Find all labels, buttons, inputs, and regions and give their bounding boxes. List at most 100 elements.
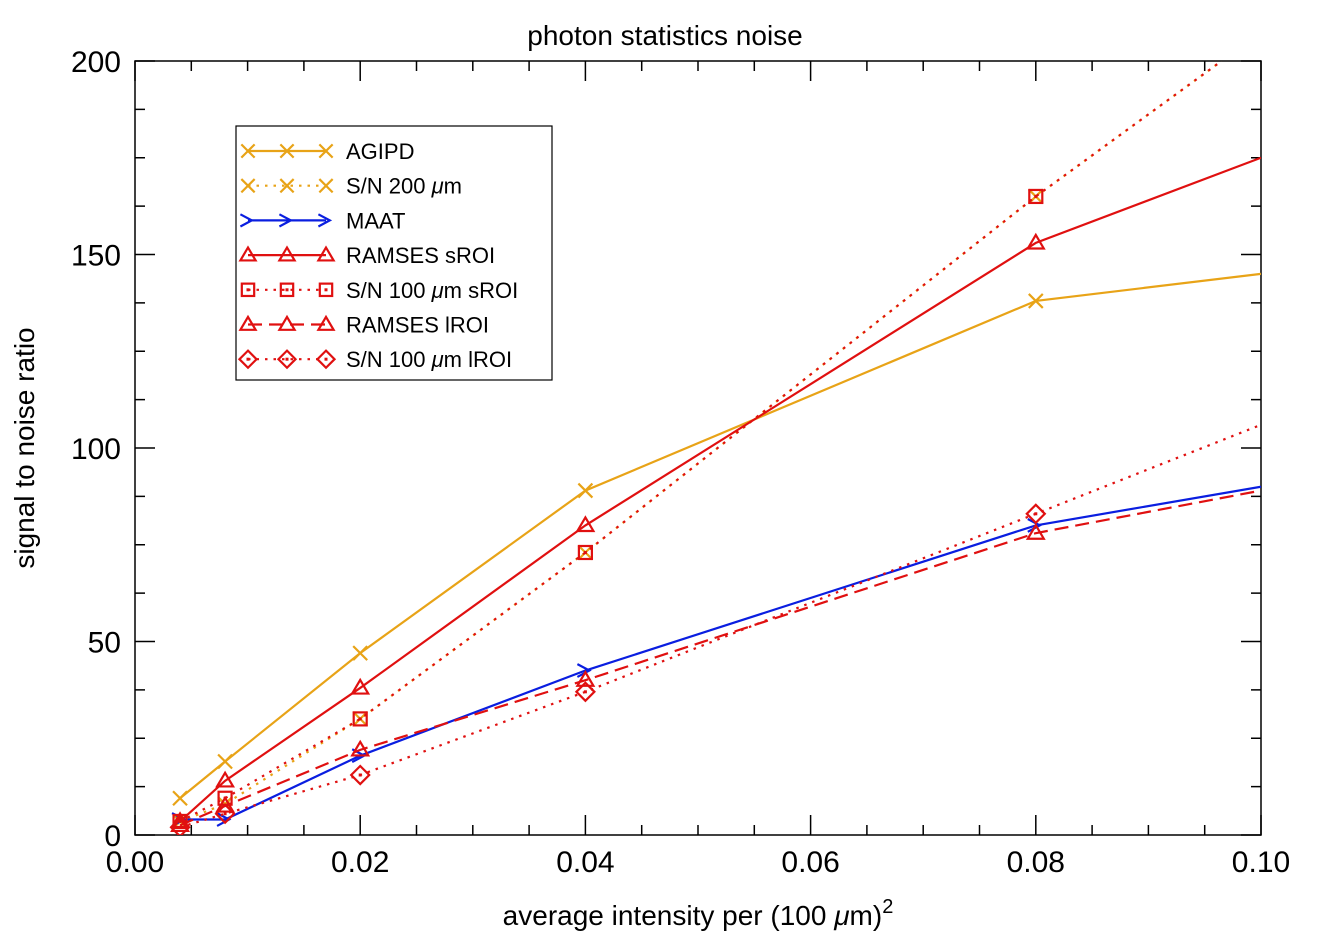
- triangle-marker: [238, 314, 258, 331]
- square-marker: [1028, 188, 1044, 205]
- chart-title: photon statistics noise: [527, 20, 803, 51]
- series-line: [179, 423, 1261, 829]
- diamond-marker: [1025, 503, 1047, 525]
- legend: AGIPD S/N 200 μm MAAT RAMSES sROI S/N 100 μm…: [235, 125, 553, 381]
- x-axis-label: average intensity per (100 μm)2: [503, 896, 894, 931]
- legend-item: RAMSES lROI: [238, 313, 489, 338]
- x-tick-labels: 0.00 0.02 0.04 0.06 0.08 0.10: [106, 846, 1290, 879]
- square-marker: [240, 282, 256, 298]
- legend-label: S/N 100 μm sROI: [346, 278, 518, 303]
- square-marker: [279, 282, 295, 298]
- legend-item: RAMSES sROI: [238, 243, 495, 268]
- diamond-marker-dot: [223, 812, 227, 816]
- diamond-marker-dot: [324, 357, 328, 361]
- series-line: [179, 156, 1261, 823]
- triangle-marker: [170, 815, 190, 833]
- triangle-marker: [1025, 522, 1046, 540]
- arrow-marker: [239, 213, 255, 228]
- legend-label: MAAT: [346, 208, 405, 233]
- x-tick-label: 0.04: [556, 846, 614, 879]
- arrow-marker: [1027, 518, 1043, 533]
- legend-item: S/N 100 μm lROI: [237, 347, 512, 372]
- x-marker: [318, 143, 334, 159]
- x-tick-label: 0.06: [781, 846, 839, 879]
- x-marker: [279, 178, 295, 194]
- arrow-marker: [278, 213, 294, 228]
- diamond-marker: [315, 349, 337, 370]
- y-axis-label: signal to noise ratio: [9, 327, 40, 568]
- diamond-marker-dot: [1034, 512, 1038, 516]
- series-0: [172, 272, 1261, 807]
- series-6: [169, 423, 1261, 835]
- x-marker: [217, 753, 233, 770]
- square-marker: [352, 711, 368, 727]
- diamond-marker-dot: [358, 773, 362, 777]
- y-tick-label: 200: [71, 46, 121, 79]
- x-marker: [240, 178, 256, 194]
- y-tick-label: 50: [88, 627, 121, 660]
- x-marker: [352, 645, 368, 661]
- triangle-marker: [575, 670, 596, 687]
- triangle-marker: [316, 314, 336, 331]
- series-2: [171, 485, 1261, 827]
- x-marker: [172, 790, 188, 807]
- series-line: [180, 485, 1261, 821]
- diamond-marker: [214, 803, 236, 825]
- x-tick-label: 0.00: [106, 846, 164, 879]
- square-marker-dot: [178, 819, 182, 823]
- x-marker: [279, 143, 295, 159]
- diamond-marker-dot: [178, 825, 182, 829]
- diamond-marker: [349, 764, 371, 786]
- legend-item: S/N 200 μm: [240, 174, 462, 199]
- square-marker-dot: [324, 288, 328, 292]
- triangle-marker: [277, 314, 297, 331]
- square-marker-dot: [1034, 194, 1038, 198]
- legend-item: S/N 100 μm sROI: [240, 278, 518, 303]
- diamond-marker: [574, 681, 596, 703]
- triangle-marker: [350, 677, 371, 695]
- legend-box: [235, 125, 553, 381]
- legend-item: MAAT: [239, 208, 405, 233]
- square-marker: [318, 282, 334, 298]
- triangle-marker: [215, 770, 236, 788]
- triangle-marker: [215, 795, 236, 813]
- y-tick-labels: 0 50 100 150 200: [71, 46, 121, 853]
- y-tick-label: 150: [71, 240, 121, 273]
- triangle-marker: [238, 245, 258, 262]
- square-marker: [577, 544, 594, 561]
- diamond-marker-dot: [583, 690, 587, 694]
- legend-item: AGIPD: [240, 139, 414, 164]
- x-marker: [318, 178, 334, 194]
- series-5: [170, 489, 1261, 833]
- square-marker-dot: [285, 288, 289, 292]
- axis-ticks: [134, 60, 1262, 836]
- x-tick-label: 0.08: [1007, 846, 1065, 879]
- square-marker-dot: [358, 717, 362, 721]
- x-marker: [240, 143, 256, 159]
- diamond-marker: [237, 349, 259, 370]
- legend-label: S/N 100 μm lROI: [346, 347, 512, 372]
- triangle-marker: [350, 739, 371, 757]
- triangle-marker: [1025, 232, 1046, 250]
- diamond-marker: [276, 349, 298, 370]
- square-marker-dot: [246, 288, 250, 292]
- triangle-marker: [277, 245, 297, 262]
- series-layer: [169, 61, 1261, 835]
- diamond-marker: [169, 816, 191, 835]
- x-marker: [577, 482, 594, 499]
- arrow-marker: [576, 663, 592, 678]
- y-tick-label: 100: [71, 433, 121, 466]
- legend-label: AGIPD: [346, 139, 414, 164]
- x-tick-label: 0.10: [1232, 846, 1290, 879]
- x-tick-label: 0.02: [331, 846, 389, 879]
- triangle-marker: [575, 515, 596, 533]
- arrow-marker: [317, 213, 333, 228]
- legend-label: RAMSES sROI: [346, 243, 495, 268]
- legend-label: RAMSES lROI: [346, 313, 489, 338]
- diamond-marker-dot: [246, 357, 250, 361]
- y-tick-label: 0: [104, 820, 121, 853]
- square-marker-dot: [583, 550, 587, 554]
- series-line: [179, 489, 1261, 827]
- legend-label: S/N 200 μm: [346, 174, 462, 199]
